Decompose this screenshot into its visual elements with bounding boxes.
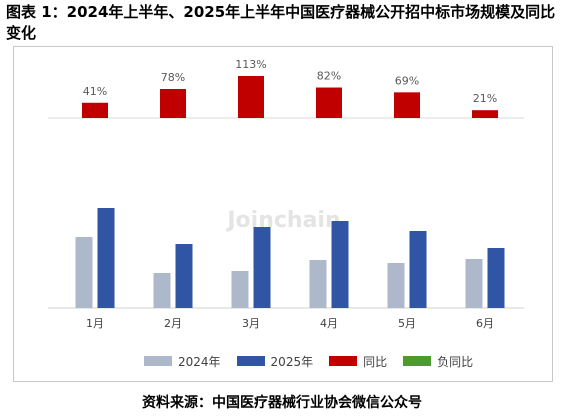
legend-item-2024: 2024年 <box>144 353 221 370</box>
bar-2025 <box>175 244 193 308</box>
yoy-data-label: 82% <box>317 70 341 83</box>
bar-2024 <box>231 271 249 308</box>
legend-label-negative-yoy: 负同比 <box>437 354 474 369</box>
legend-swatch-yoy <box>329 356 358 366</box>
bar-2025 <box>253 227 271 308</box>
legend-swatch-2025 <box>236 356 265 366</box>
bar-2024 <box>153 273 171 308</box>
x-tick-label: 6月 <box>476 317 494 330</box>
chart-title: 图表 1：2024年上半年、2025年上半年中国医疗器械公开招中标市场规模及同比… <box>6 3 556 42</box>
x-tick-label: 2月 <box>164 317 182 330</box>
legend-item-negative-yoy: 负同比 <box>403 353 473 370</box>
yoy-data-label: 113% <box>235 58 266 71</box>
chart-canvas: Joinchain 41% 1月 78% 2月 113% 3月 82% 4月 69% 5月 21% 6月 <box>48 58 524 330</box>
yoy-bar <box>472 110 498 118</box>
source-note: 资料来源：中国医疗器械行业协会微信公众号 <box>142 395 422 411</box>
yoy-data-label: 69% <box>395 74 419 87</box>
yoy-bar <box>160 89 186 118</box>
legend-label-2025: 2025年 <box>270 354 314 369</box>
bar-2025 <box>487 248 505 308</box>
x-tick-label: 1月 <box>86 317 104 330</box>
yoy-data-label: 78% <box>161 71 185 84</box>
yoy-bar <box>82 102 108 118</box>
x-tick-label: 4月 <box>320 317 338 330</box>
legend-label-yoy: 同比 <box>363 354 388 369</box>
yoy-data-label: 21% <box>473 92 497 105</box>
yoy-bar <box>394 92 420 118</box>
bar-2025 <box>97 208 115 308</box>
x-tick-label: 3月 <box>242 317 260 330</box>
bar-2024 <box>309 260 327 308</box>
bar-2025 <box>331 221 349 308</box>
bar-2024 <box>75 237 93 308</box>
chart-panel: Joinchain 41% 1月 78% 2月 113% 3月 82% 4月 69% 5月 21% 6月… <box>13 46 553 382</box>
legend-swatch-2024 <box>144 356 172 366</box>
yoy-bar <box>316 87 342 118</box>
yoy-bar <box>238 76 264 118</box>
bar-2024 <box>465 259 483 308</box>
watermark: Joinchain <box>225 208 340 233</box>
chart-legend: 2024年 2025年 同比 负同比 <box>144 351 489 371</box>
bar-2025 <box>409 231 427 308</box>
yoy-data-label: 41% <box>83 85 107 98</box>
legend-swatch-negative-yoy <box>403 356 432 366</box>
legend-label-2024: 2024年 <box>178 354 221 369</box>
x-tick-label: 5月 <box>398 317 416 330</box>
bar-2024 <box>387 263 405 308</box>
legend-item-2025: 2025年 <box>236 353 314 370</box>
legend-item-yoy: 同比 <box>329 353 387 370</box>
